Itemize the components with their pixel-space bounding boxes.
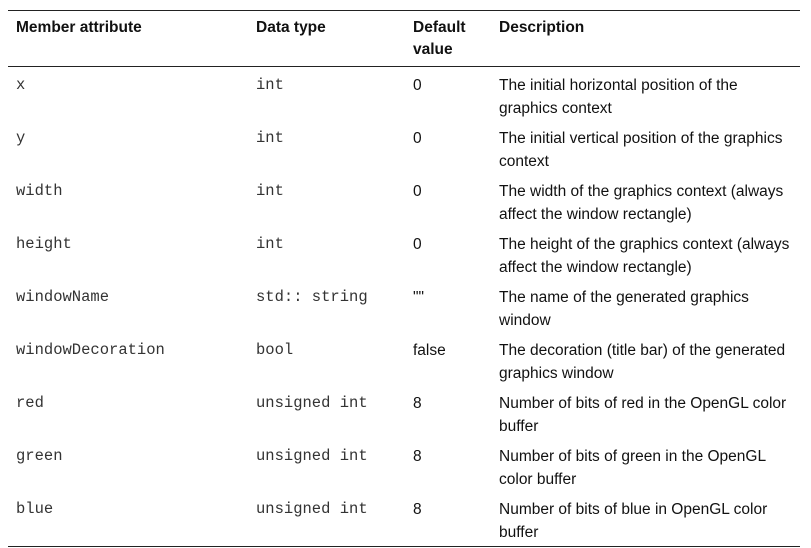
default-cell: 0 (413, 77, 422, 94)
type-cell: bool (256, 341, 294, 359)
header-row: Member attribute Data type Default value… (8, 10, 800, 67)
attribute-cell: blue (8, 491, 248, 547)
default-cell: 8 (405, 491, 491, 547)
type-cell: int (256, 182, 284, 200)
type-cell: std:: string (256, 288, 368, 306)
attribute-cell: windowDecoration (16, 341, 165, 359)
description-cell: The name of the generated graphics windo… (499, 289, 749, 329)
attribute-cell: windowName (16, 288, 110, 306)
attribute-cell: y (16, 129, 26, 147)
description-cell: Number of bits of green in the OpenGL co… (499, 448, 766, 488)
type-cell: int (256, 235, 284, 253)
type-cell: unsigned int (248, 491, 405, 547)
type-cell: int (256, 129, 284, 147)
table-row: red unsigned int 8 Number of bits of red… (8, 385, 800, 438)
table-row: windowName std:: string "" The name of t… (8, 279, 800, 332)
attribute-cell: x (16, 76, 26, 94)
type-cell: unsigned int (256, 394, 368, 412)
type-cell: unsigned int (256, 447, 368, 465)
description-cell: Number of bits of red in the OpenGL colo… (499, 395, 787, 435)
default-cell: 0 (413, 130, 422, 147)
attribute-cell: green (16, 447, 63, 465)
attribute-cell: width (16, 182, 63, 200)
description-cell: The width of the graphics context (alway… (499, 183, 784, 223)
table-row: windowDecoration bool false The decorati… (8, 332, 800, 385)
table-row: green unsigned int 8 Number of bits of g… (8, 438, 800, 491)
attribute-cell: height (16, 235, 72, 253)
attribute-cell: red (16, 394, 44, 412)
header-default-value: Default value (405, 10, 491, 67)
header-member-attribute: Member attribute (8, 10, 248, 67)
member-attribute-table: Member attribute Data type Default value… (8, 10, 800, 547)
table-row: blue unsigned int 8 Number of bits of bl… (8, 491, 800, 547)
table-row: x int 0 The initial horizontal position … (8, 67, 800, 121)
description-cell: The decoration (title bar) of the genera… (499, 342, 786, 382)
table-row: height int 0 The height of the graphics … (8, 226, 800, 279)
description-cell: The height of the graphics context (alwa… (499, 236, 790, 276)
description-cell: The initial vertical position of the gra… (499, 130, 783, 170)
description-cell: Number of bits of blue in OpenGL color b… (491, 491, 800, 547)
default-cell: 0 (413, 183, 422, 200)
description-cell: The initial horizontal position of the g… (499, 77, 738, 117)
table-row: width int 0 The width of the graphics co… (8, 173, 800, 226)
table-row: y int 0 The initial vertical position of… (8, 120, 800, 173)
header-data-type: Data type (248, 10, 405, 67)
table-header: Member attribute Data type Default value… (8, 10, 800, 67)
default-cell: "" (413, 289, 425, 306)
header-description: Description (491, 10, 800, 67)
default-cell: 8 (413, 395, 422, 412)
type-cell: int (256, 76, 284, 94)
default-cell: false (413, 342, 446, 359)
default-cell: 0 (413, 236, 422, 253)
table-body: x int 0 The initial horizontal position … (8, 67, 800, 547)
default-cell: 8 (413, 448, 422, 465)
